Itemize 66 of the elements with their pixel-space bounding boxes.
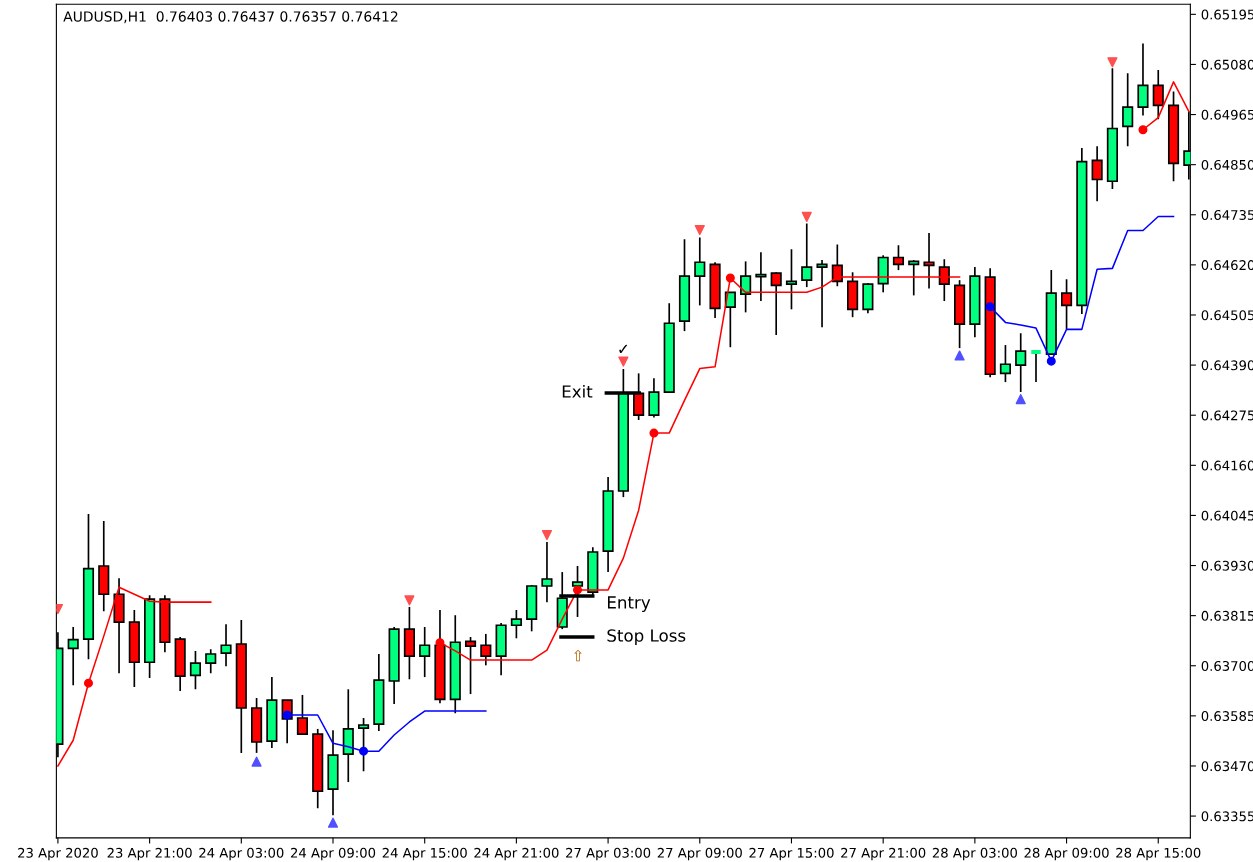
candlestick <box>464 636 477 695</box>
x-tick-label: 23 Apr 21:00 <box>107 847 192 861</box>
candlestick <box>1060 278 1073 331</box>
point <box>985 302 995 312</box>
candlestick <box>205 648 217 674</box>
x-tick-label: 28 Apr 09:00 <box>1024 847 1109 861</box>
point <box>83 678 93 688</box>
point <box>801 211 812 223</box>
candlestick <box>1091 145 1103 203</box>
point <box>649 428 659 438</box>
point <box>725 273 735 283</box>
candlestick <box>220 623 232 668</box>
x-tick-label: 27 Apr 03:00 <box>566 847 651 861</box>
candlestick <box>296 694 309 735</box>
point <box>1015 393 1026 405</box>
candlestick <box>1122 72 1134 148</box>
candlestick <box>770 271 782 336</box>
candlestick <box>480 633 492 667</box>
point <box>327 817 339 828</box>
x-tick-label: 28 Apr 03:00 <box>932 847 1017 861</box>
point <box>954 350 965 361</box>
candlestick <box>938 258 950 302</box>
x-tick-label: 24 Apr 15:00 <box>382 847 467 861</box>
candlestick <box>648 377 660 419</box>
ref-line-label: Entry <box>607 596 651 612</box>
x-tick-label: 24 Apr 03:00 <box>199 847 284 861</box>
point <box>359 746 369 756</box>
candlestick <box>67 626 79 687</box>
candlestick <box>785 248 798 311</box>
ref-line-label: Stop Loss <box>607 629 686 646</box>
point <box>1138 125 1148 135</box>
annotation: ✓ <box>619 344 628 353</box>
candlestick <box>510 609 522 640</box>
candlestick <box>1029 349 1043 383</box>
ref-line-label: Exit <box>562 384 593 398</box>
candlestick <box>999 344 1012 383</box>
candlestick <box>419 626 431 678</box>
x-tick-label: 28 Apr 15:00 <box>1116 847 1201 861</box>
x-tick-label: 24 Apr 09:00 <box>290 847 376 861</box>
point <box>618 356 629 367</box>
candlestick <box>740 260 752 314</box>
point <box>694 224 705 236</box>
candlestick <box>1137 42 1149 117</box>
candlestick <box>816 259 828 329</box>
candlestick <box>1015 332 1027 393</box>
annotation: ⇧ <box>574 649 582 662</box>
candlestick <box>694 236 706 307</box>
point <box>1107 57 1118 68</box>
candlestick <box>831 243 843 288</box>
candlestick <box>541 541 553 603</box>
x-tick-label: 27 Apr 15:00 <box>749 847 834 861</box>
x-tick-label: 24 Apr 21:00 <box>474 847 559 861</box>
point <box>282 710 292 720</box>
point <box>573 585 583 595</box>
x-tick-label: 23 Apr 2020 <box>18 847 98 861</box>
candlestick <box>923 232 935 290</box>
candlestick <box>892 244 905 271</box>
point <box>404 595 415 606</box>
candlestick <box>801 222 813 288</box>
chart-title: AUDUSD,H1 0.76403 0.76437 0.76357 0.76412 <box>63 11 398 24</box>
x-tick-label: 27 Apr 21:00 <box>841 847 926 861</box>
point <box>541 529 553 541</box>
candlestick <box>189 650 202 691</box>
point <box>251 756 262 767</box>
x-tick-label: 27 Apr 09:00 <box>657 847 742 861</box>
point <box>1046 356 1056 366</box>
